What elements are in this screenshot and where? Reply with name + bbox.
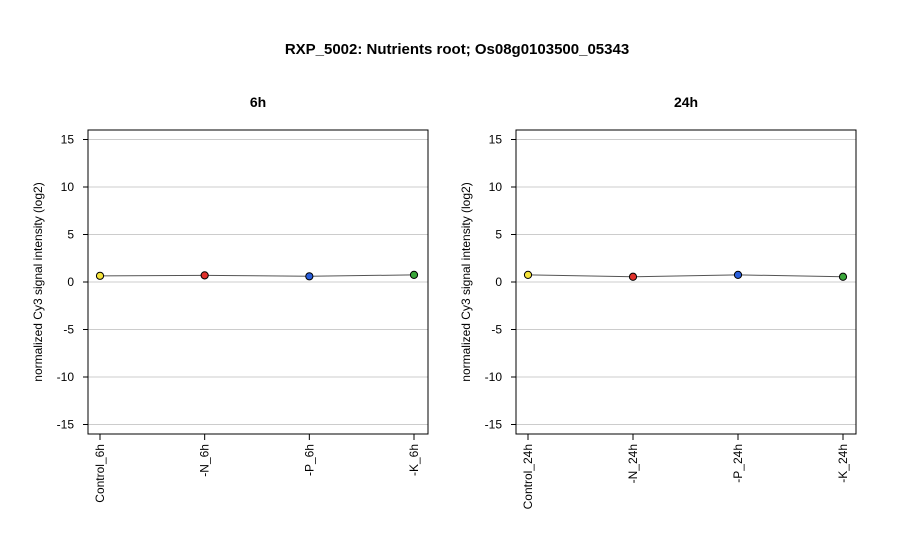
y-tick-label: 0 [495,275,502,289]
x-tick-label: -P_6h [302,444,316,476]
x-tick-label: -K_6h [407,444,421,476]
plot-frame [87,129,429,435]
data-point [523,270,533,279]
y-tick-label: -15 [57,418,75,432]
data-point [200,271,209,280]
data-point [628,272,638,281]
y-tick-label: -10 [485,370,503,384]
data-point [305,272,314,281]
figure-title: RXP_5002: Nutrients root; Os08g0103500_0… [285,41,629,58]
data-point [95,271,105,280]
x-tick-label: -N_24h [626,444,640,483]
panel-6h: 6h -15 -10 -5 0 5 10 15 normalized Cy3 signal in… [31,94,429,503]
data-point [409,270,419,279]
panel-title: 24h [674,94,698,110]
series-line [99,274,415,277]
data-point [838,272,848,281]
y-tick-label: 10 [489,180,503,194]
panel-24h: 24h -15 -10 -5 0 5 10 15 normalized Cy3 signal i… [459,94,857,509]
y-tick-label: 15 [61,133,75,147]
y-tick-label: -5 [491,323,502,337]
y-tick-label: 5 [495,228,502,242]
plot-frame [515,129,857,435]
x-tick-label: -N_6h [198,444,212,477]
y-tick-label: 15 [489,133,503,147]
y-axis-label: normalized Cy3 signal intensity (log2) [459,182,473,381]
y-tick-label: -10 [57,370,75,384]
y-tick-label: 10 [61,180,75,194]
series-line [527,274,844,278]
x-tick-label: -P_24h [731,444,745,483]
y-tick-label: 0 [67,275,74,289]
data-point [733,270,743,279]
y-axis-label: normalized Cy3 signal intensity (log2) [31,182,45,381]
y-tick-label: -5 [63,323,74,337]
y-tick-label: -15 [485,418,503,432]
x-tick-label: -K_24h [836,444,850,483]
x-tick-label: Control_6h [93,444,107,503]
y-tick-label: 5 [67,228,74,242]
panel-title: 6h [250,94,266,110]
x-tick-label: Control_24h [521,444,535,509]
